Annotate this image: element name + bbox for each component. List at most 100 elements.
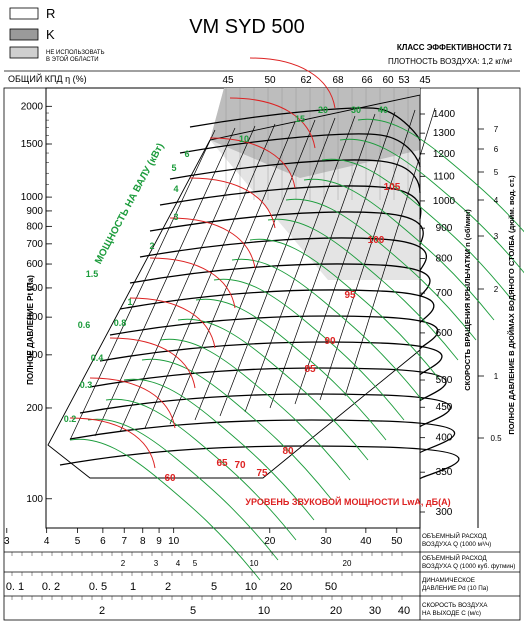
power-value-label: 0.4: [91, 353, 104, 363]
y-tick-label: 800: [26, 221, 43, 232]
scale1-label: ОБЪЕМНЫЙ РАСХОД: [422, 531, 487, 540]
efficiency-label: 45: [419, 75, 431, 86]
scale4-label2: НА ВЫХОДЕ С (м/с): [422, 610, 481, 617]
y-tick-label: 500: [26, 283, 43, 294]
power-curve: [321, 158, 513, 301]
x-tick-label: 10: [168, 536, 180, 547]
power-value-label: 0.3: [80, 380, 93, 390]
scale2-tick: 10: [250, 559, 259, 568]
efficiency-label: 45: [222, 75, 234, 86]
scale3-tick: 1: [130, 581, 136, 593]
scale4-tick: 20: [330, 605, 342, 617]
power-value-label: 2: [149, 241, 154, 251]
efficiency-label: 68: [332, 75, 344, 86]
sound-value-label: 65: [216, 458, 228, 469]
sound-value-label: 100: [368, 235, 385, 246]
power-value-label: 0.6: [78, 320, 91, 330]
fan-curve: [179, 133, 421, 168]
scale3-label2: ДАВЛЕНИЕ Pd (10 Па): [422, 585, 488, 592]
scale3-tick: 5: [211, 581, 217, 593]
fan-curve: [139, 237, 428, 272]
scale3-tick: 2: [165, 581, 171, 593]
x-tick-label: 9: [156, 536, 162, 547]
y-axis-label: ПОЛНОЕ ДАВЛЕНИЕ Pt (Па): [26, 275, 35, 385]
rpm-tick-label: 500: [436, 375, 453, 386]
y-tick-label: 2000: [21, 101, 44, 112]
scale2-tick: 3: [154, 559, 159, 568]
x-tick-label: 4: [44, 536, 50, 547]
scale4-tick: 2: [99, 605, 105, 617]
efficiency-label: 50: [264, 75, 276, 86]
sound-value-label: 60: [164, 473, 176, 484]
scale3-tick: 0. 1: [6, 581, 24, 593]
fan-curve: [169, 159, 421, 194]
scale3-tick: 20: [280, 581, 292, 593]
sound-value-label: 95: [344, 290, 356, 301]
power-curve: [231, 258, 423, 401]
system-line: [319, 109, 416, 401]
sound-value-label: 105: [384, 182, 401, 193]
curve-labels: 0.2 0.3 0.4 0.6 0.8 1 1.5 2 3 4 56 10 15 20 30 40 60 65 70…: [64, 105, 401, 484]
inwg-tick-label: 5: [494, 168, 499, 177]
y-tick-label: 900: [26, 206, 43, 217]
scale2-tick: 5: [193, 559, 198, 568]
inwg-axis-label: ПОЛНОЕ ДАВЛЕНИЕ В ДЮЙМАХ ВОДЯНОГО СТОЛБА…: [507, 175, 516, 435]
rpm-tick-label: 400: [436, 433, 453, 444]
sound-curve: [149, 257, 236, 309]
power-value-label: 4: [173, 184, 178, 194]
system-line: [269, 113, 376, 409]
rpm-tick-label: 700: [436, 288, 453, 299]
y-tick-label: 1000: [21, 192, 44, 203]
efficiency-label: 66: [361, 75, 373, 86]
power-curve: [249, 238, 441, 381]
curves: [47, 57, 524, 581]
sound-curve: [169, 217, 256, 269]
sound-value-label: 75: [256, 468, 268, 479]
rpm-tick-label: 1000: [433, 196, 456, 207]
fan-curve: [89, 367, 447, 402]
power-value-label: 40: [378, 105, 388, 115]
efficiency-class: КЛАСС ЭФФЕКТИВНОСТИ 71: [397, 43, 513, 52]
rpm-tick-label: 300: [436, 507, 453, 518]
scale2-tick: 20: [343, 559, 352, 568]
power-value-label: 5: [171, 163, 176, 173]
power-value-label: 20: [318, 105, 328, 115]
sound-curve: [129, 297, 216, 349]
fan-curve: [79, 393, 451, 428]
legend-r-label: R: [46, 6, 55, 21]
system-line: [144, 123, 276, 429]
power-curve: [303, 178, 495, 321]
power-value-label: 6: [184, 149, 189, 159]
efficiency-label: 62: [300, 75, 312, 86]
rpm-tick-label: 1300: [433, 128, 456, 139]
x-tick-label: 50: [391, 536, 403, 547]
fan-curve: [59, 445, 460, 480]
y-tick-label: 1500: [21, 139, 44, 150]
legend-k-label: K: [46, 27, 55, 42]
x-tick-label: 5: [75, 536, 81, 547]
sound-curve: [229, 97, 316, 149]
power-value-label: 10: [239, 134, 249, 144]
power-curve: [195, 298, 387, 441]
legend-swatch-k: [9, 28, 39, 41]
power-curve: [69, 438, 261, 581]
scale4-label: СКОРОСТЬ ВОЗДУХА: [422, 602, 488, 609]
k-region: [210, 88, 420, 178]
inwg-tick-label: 0.5: [490, 434, 502, 443]
sound-value-label: 90: [324, 336, 336, 347]
scale3-tick: 0. 2: [42, 581, 60, 593]
y-tick-label: 700: [26, 239, 43, 250]
scale3-tick: 0. 5: [89, 581, 107, 593]
legend-swatch-na: [9, 46, 39, 59]
y-tick-label: 100: [26, 494, 43, 505]
rpm-tick-label: 900: [436, 223, 453, 234]
x-tick-label: 3: [4, 536, 10, 547]
sound-curve: [189, 177, 276, 229]
sound-value-label: 85: [304, 364, 316, 375]
scale4-tick: 5: [190, 605, 196, 617]
efficiency-label: 60: [382, 75, 394, 86]
inwg-tick-label: 6: [494, 145, 499, 154]
power-value-label: 0.2: [64, 414, 77, 424]
y-tick-label: 600: [26, 259, 43, 270]
sound-curve: [209, 137, 296, 189]
